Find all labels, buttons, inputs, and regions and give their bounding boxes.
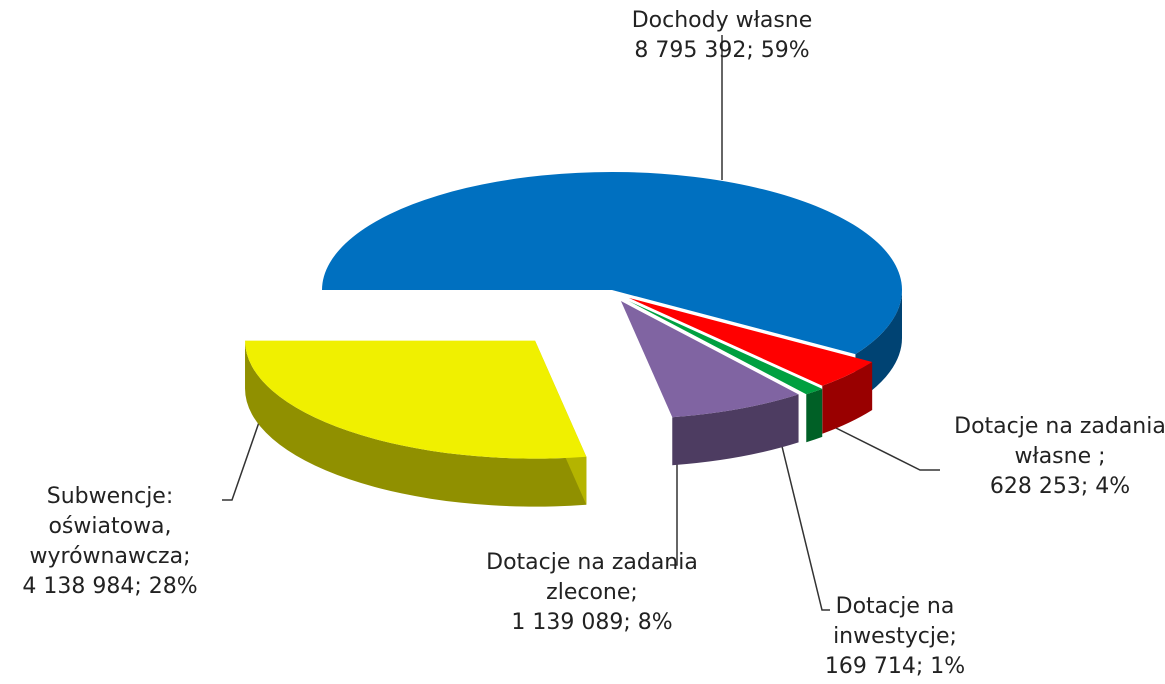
slice-label: Dotacje na zadania własne ; [954, 414, 1165, 469]
value-label: 4 138 984; 28% [22, 574, 198, 599]
slice [322, 172, 902, 355]
value-label: 628 253; 4% [989, 474, 1131, 499]
value-label: 169 714; 1% [824, 654, 966, 679]
slice-side [245, 340, 587, 507]
slice [628, 300, 823, 395]
slice-label: Dotacje na inwestycje; [833, 594, 957, 649]
slice [628, 297, 873, 386]
leader-lines [222, 35, 940, 611]
leader-line [670, 450, 678, 566]
leader-line [777, 429, 830, 611]
slice [245, 340, 587, 459]
slice-side [806, 388, 823, 443]
slice-label: Dotacje na zadania zlecone; [486, 550, 698, 605]
value-label: 8 795 392; 59% [634, 38, 810, 63]
leader-line [222, 404, 266, 501]
slice [620, 301, 799, 418]
slice-side [672, 394, 799, 466]
leader-line [829, 424, 940, 471]
slice-side [822, 361, 873, 434]
value-label: 1 139 089; 8% [511, 610, 673, 635]
slice-label: Dochody własne [631, 8, 813, 33]
slice-label: Subwencje: oświatowa, wyrównawcza; [29, 484, 191, 569]
